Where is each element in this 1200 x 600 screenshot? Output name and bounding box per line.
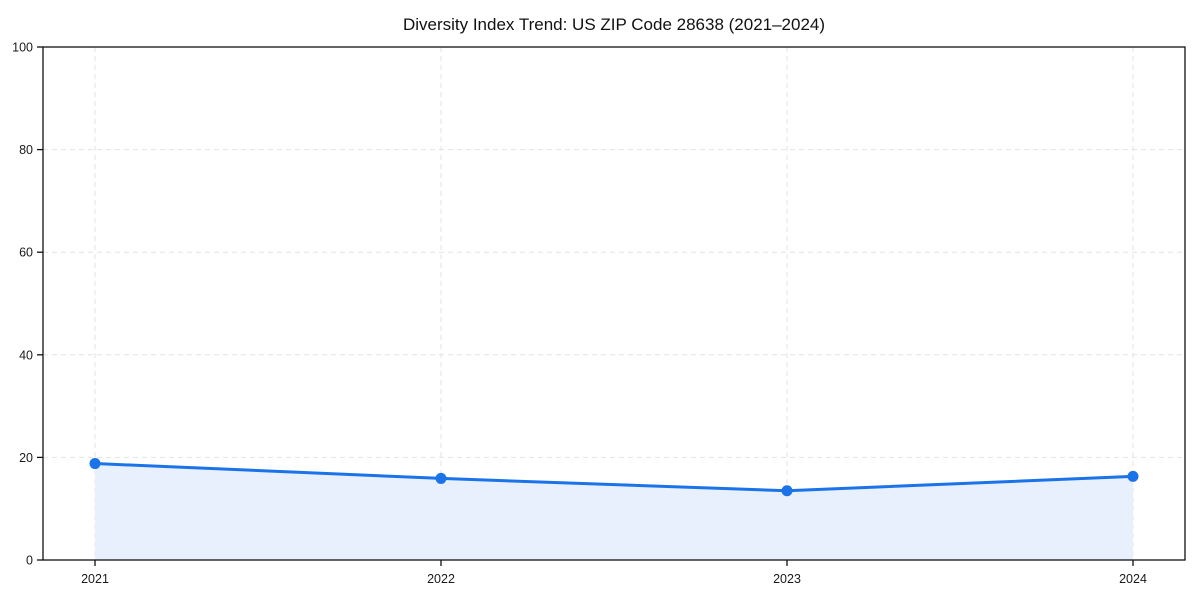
series-layer: [89, 458, 1139, 560]
axes-layer: 0 20 40 60 80 100 2021 2022 2023 2024: [12, 41, 1186, 586]
y-tick-label: 100: [12, 41, 33, 55]
chart-title: Diversity Index Trend: US ZIP Code 28638…: [403, 15, 825, 34]
y-tick-label: 80: [19, 143, 33, 157]
x-tick-label: 2023: [773, 572, 801, 586]
y-tick-label: 20: [19, 451, 33, 465]
x-tick-label: 2024: [1119, 572, 1147, 586]
x-tick-label: 2022: [427, 572, 455, 586]
plot-border: [42, 46, 1186, 561]
trend-line: [93, 462, 1135, 493]
data-point: [89, 458, 101, 470]
data-point: [781, 485, 793, 497]
data-point: [1127, 470, 1139, 482]
area-fill: [95, 463, 1133, 560]
y-tick-label: 60: [19, 246, 33, 260]
data-point: [435, 472, 447, 484]
y-tick-label: 0: [26, 554, 33, 568]
y-tick-label: 40: [19, 348, 33, 362]
x-tick-label: 2021: [81, 572, 109, 586]
